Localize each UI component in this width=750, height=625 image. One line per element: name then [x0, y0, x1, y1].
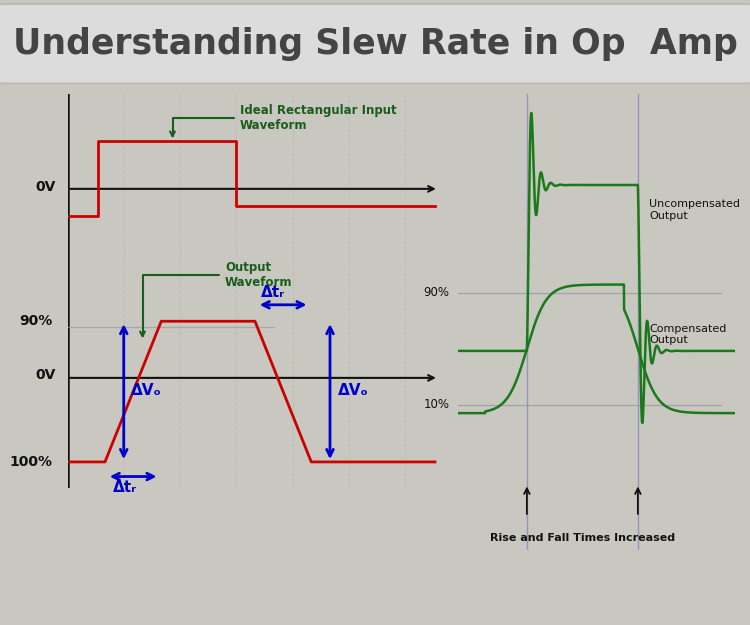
Text: Understanding Slew Rate in Op  Amp: Understanding Slew Rate in Op Amp [13, 27, 737, 61]
Text: 0V: 0V [36, 368, 56, 382]
Text: Output
Waveform: Output Waveform [140, 261, 292, 336]
Text: Δtᵣ: Δtᵣ [261, 284, 285, 299]
Text: Rise and Fall Times Increased: Rise and Fall Times Increased [490, 532, 675, 542]
Text: Compensated
Output: Compensated Output [649, 324, 726, 345]
Text: Δtᵣ: Δtᵣ [112, 480, 136, 495]
Text: 100%: 100% [10, 455, 53, 469]
FancyBboxPatch shape [0, 4, 750, 84]
Text: Ideal Rectangular Input
Waveform: Ideal Rectangular Input Waveform [170, 104, 397, 136]
Text: 0V: 0V [36, 180, 56, 194]
Text: ΔVₒ: ΔVₒ [338, 383, 368, 398]
Text: 90%: 90% [20, 314, 53, 328]
Text: Uncompensated
Output: Uncompensated Output [649, 199, 740, 221]
Text: 10%: 10% [423, 398, 449, 411]
Text: 90%: 90% [423, 286, 449, 299]
Text: ΔVₒ: ΔVₒ [131, 383, 162, 398]
